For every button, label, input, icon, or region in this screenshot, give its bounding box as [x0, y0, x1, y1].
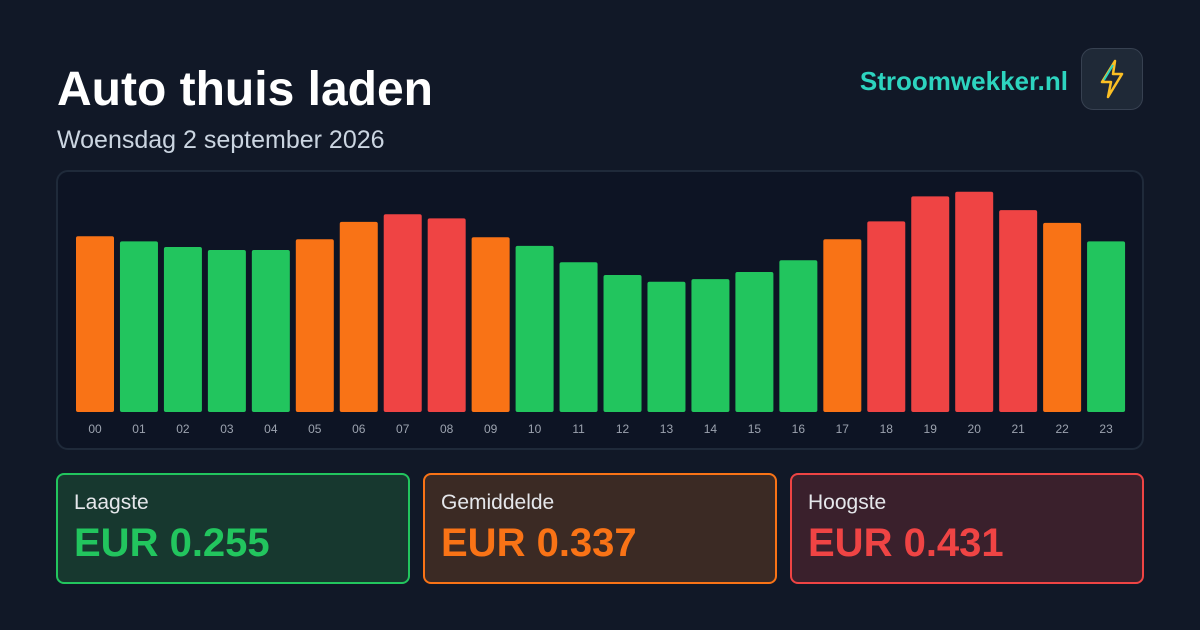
bar: [515, 245, 554, 412]
x-tick-label: 21: [1011, 422, 1025, 436]
bar: [339, 221, 378, 412]
x-tick-label: 01: [132, 422, 146, 436]
bar: [691, 279, 730, 412]
subtitle: Woensdag 2 september 2026: [57, 126, 385, 154]
lightning: [1100, 59, 1124, 99]
x-tick-label: 20: [968, 422, 982, 436]
x-tick-label: 03: [220, 422, 234, 436]
stat-value: EUR 0.337: [441, 521, 637, 565]
bar: [559, 262, 598, 412]
bar: [427, 218, 466, 412]
x-tick-label: 04: [264, 422, 278, 436]
bar: [295, 239, 334, 412]
bar: [603, 275, 642, 412]
bar: [911, 196, 950, 412]
brand-icon: [1081, 48, 1143, 110]
x-tick-label: 06: [352, 422, 366, 436]
bar: [779, 260, 818, 412]
x-tick-label: 18: [880, 422, 894, 436]
x-tick-label: 13: [660, 422, 674, 436]
bar: [163, 246, 202, 412]
bar: [1043, 222, 1082, 412]
bar: [383, 214, 422, 412]
bar: [823, 239, 862, 412]
bar: [1087, 241, 1126, 412]
bar: [647, 281, 686, 412]
x-tick-label: 19: [924, 422, 938, 436]
bar: [251, 250, 290, 412]
bar: [471, 237, 510, 412]
x-tick-label: 02: [176, 422, 190, 436]
x-tick-label: 17: [836, 422, 850, 436]
stat-value: EUR 0.431: [808, 521, 1004, 565]
x-tick-label: 15: [748, 422, 762, 436]
x-tick-label: 23: [1099, 422, 1113, 436]
bar: [867, 221, 906, 412]
x-tick-label: 22: [1055, 422, 1069, 436]
stat-card: Laagste EUR 0.255: [56, 473, 410, 584]
bar: [999, 210, 1038, 412]
x-tick-label: 14: [704, 422, 718, 436]
stat-value: EUR 0.255: [74, 521, 270, 565]
stat-card: Hoogste EUR 0.431: [790, 473, 1144, 584]
x-tick-label: 00: [88, 422, 102, 436]
x-tick-label: 11: [572, 422, 585, 436]
x-tick-label: 09: [484, 422, 498, 436]
stat-label: Gemiddelde: [441, 491, 555, 514]
bar: [735, 271, 774, 412]
x-tick-label: 08: [440, 422, 454, 436]
bar: [76, 236, 114, 412]
bar: [955, 191, 994, 412]
stat-card: Gemiddelde EUR 0.337: [423, 473, 777, 584]
x-tick-label: 16: [792, 422, 806, 436]
bar: [119, 241, 158, 412]
bar: [207, 250, 246, 412]
stat-label: Laagste: [74, 491, 149, 514]
x-tick-label: 10: [528, 422, 542, 436]
title: Auto thuis laden: [57, 63, 433, 116]
stat-label: Hoogste: [808, 491, 887, 514]
x-tick-label: 05: [308, 422, 322, 436]
x-tick-label: 07: [396, 422, 410, 436]
brand: Stroomwekker.nl: [859, 66, 1068, 96]
x-tick-label: 12: [616, 422, 630, 436]
